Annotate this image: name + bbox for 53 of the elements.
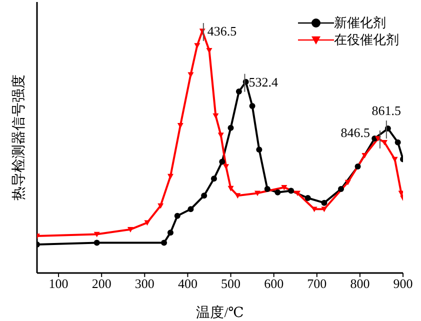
y-axis-title: 热导检测器信号强度 (10, 74, 27, 200)
annotation: 436.5 (207, 24, 237, 39)
point (94, 232, 100, 238)
legend-label: 新催化剂 (334, 14, 386, 31)
point (188, 206, 194, 212)
point (288, 188, 294, 194)
x-tick-label: 100 (48, 276, 68, 292)
point (212, 113, 219, 119)
x-axis-title: 温度/℃ (196, 305, 244, 321)
point (338, 186, 344, 192)
annotation: 846.5 (340, 125, 370, 140)
point (304, 194, 311, 201)
point (201, 192, 208, 199)
point (94, 240, 100, 246)
point (219, 158, 226, 165)
point (249, 103, 256, 110)
legend-label: 在役催化剂 (334, 31, 399, 48)
x-tick-label: 900 (393, 276, 413, 292)
point (177, 123, 184, 128)
point (321, 200, 328, 206)
point (264, 186, 270, 192)
point (234, 193, 241, 199)
point (228, 186, 234, 192)
point (274, 189, 281, 196)
x-tick-label: 400 (178, 276, 198, 292)
point (281, 184, 288, 190)
point (236, 88, 242, 95)
annotation: 532.4 (248, 74, 278, 90)
x-tick-label: 200 (92, 276, 112, 292)
point (321, 206, 328, 212)
point (167, 174, 174, 180)
annotation: 861.5 (372, 103, 402, 118)
point (127, 227, 134, 232)
point (362, 153, 368, 158)
point (161, 240, 168, 246)
point (398, 190, 403, 196)
x-tick-label: 600 (264, 276, 284, 292)
point (354, 164, 361, 170)
x-tick-label: 700 (307, 276, 327, 292)
point (158, 203, 164, 209)
x-tick-label: 300 (134, 276, 154, 292)
point (254, 190, 260, 196)
point (210, 176, 217, 182)
point (144, 220, 150, 226)
x-tick-label: 500 (221, 276, 241, 292)
point (223, 164, 230, 170)
point (256, 146, 262, 153)
point (167, 230, 174, 236)
x-tick-label: 800 (350, 276, 370, 292)
point (174, 212, 180, 219)
point (344, 180, 351, 186)
point (394, 139, 401, 146)
point (228, 124, 234, 131)
